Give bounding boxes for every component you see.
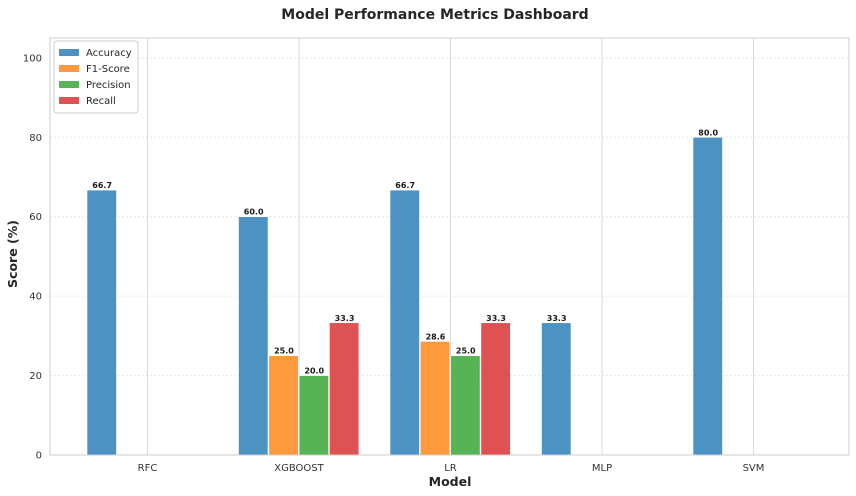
legend-swatch bbox=[59, 81, 79, 88]
data-label: 33.3 bbox=[547, 314, 567, 323]
x-tick-label: LR bbox=[444, 463, 457, 474]
legend-label: Accuracy bbox=[86, 48, 132, 59]
legend-label: Precision bbox=[86, 80, 131, 91]
legend-label: Recall bbox=[86, 96, 116, 107]
data-label: 33.3 bbox=[335, 314, 355, 323]
legend-swatch bbox=[59, 65, 79, 72]
plot-frame bbox=[49, 37, 850, 456]
data-label: 28.6 bbox=[426, 332, 446, 341]
data-label: 66.7 bbox=[395, 181, 415, 190]
x-tick-label: MLP bbox=[592, 463, 612, 474]
bar-recall bbox=[480, 322, 511, 456]
data-labels: 66.7 60.0 66.7 33.3 80.0 25.0 28.6 20.0 25.0 33.3… bbox=[92, 128, 718, 375]
bar-accuracy bbox=[238, 216, 269, 456]
y-tick-label: 0 bbox=[36, 451, 42, 462]
data-label: 66.7 bbox=[92, 181, 112, 190]
legend-box bbox=[53, 40, 139, 114]
axis-ticks: 0 20 40 60 80 100 RFC XGBOOST LR MLP SVM bbox=[23, 53, 765, 474]
bar-f1-score bbox=[268, 355, 299, 456]
legend: Accuracy F1-Score Precision Recall bbox=[53, 40, 139, 114]
data-label: 33.3 bbox=[486, 314, 506, 323]
legend-swatch bbox=[59, 97, 79, 104]
x-axis-label: Model bbox=[429, 474, 472, 489]
data-label: 25.0 bbox=[274, 347, 294, 356]
y-tick-label: 40 bbox=[29, 292, 42, 303]
bar-accuracy bbox=[389, 189, 420, 456]
bar-recall bbox=[329, 322, 360, 456]
bar-precision bbox=[450, 355, 481, 456]
legend-label: F1-Score bbox=[86, 64, 130, 75]
x-tick-label: RFC bbox=[138, 463, 158, 474]
y-tick-label: 60 bbox=[29, 212, 42, 223]
bars bbox=[86, 136, 723, 456]
y-tick-label: 20 bbox=[29, 371, 42, 382]
y-axis-label: Score (%) bbox=[5, 220, 20, 288]
bar-f1-score bbox=[419, 341, 451, 456]
y-tick-label: 100 bbox=[23, 53, 42, 64]
y-tick-label: 80 bbox=[29, 133, 42, 144]
data-label: 25.0 bbox=[456, 347, 476, 356]
legend-swatch bbox=[59, 49, 79, 56]
bar-precision bbox=[298, 375, 329, 456]
chart-title: Model Performance Metrics Dashboard bbox=[281, 7, 588, 23]
bar-accuracy bbox=[692, 136, 723, 456]
bar-accuracy bbox=[541, 322, 572, 456]
bar-accuracy bbox=[86, 189, 117, 456]
x-tick-label: SVM bbox=[743, 463, 765, 474]
x-tick-label: XGBOOST bbox=[274, 463, 324, 474]
data-label: 20.0 bbox=[304, 367, 324, 376]
data-label: 80.0 bbox=[698, 128, 718, 137]
data-label: 60.0 bbox=[244, 208, 264, 217]
